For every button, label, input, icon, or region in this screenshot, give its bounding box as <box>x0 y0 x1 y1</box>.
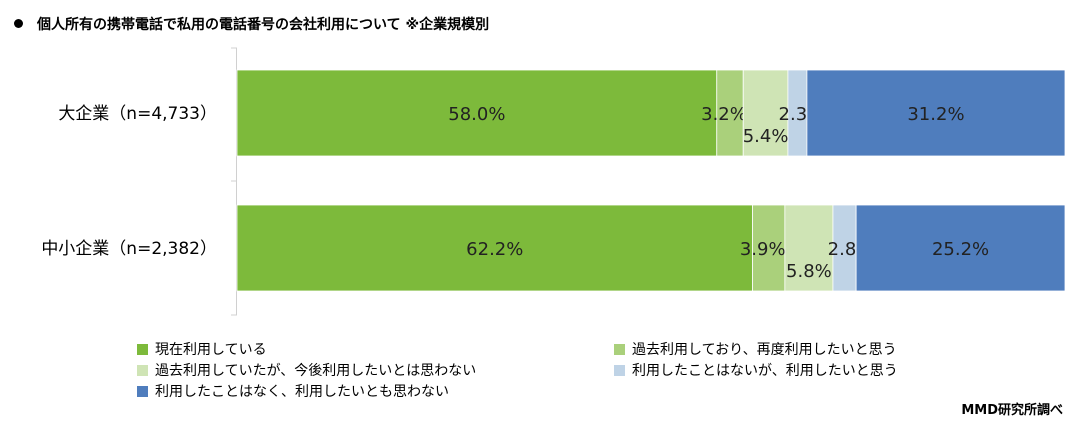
chart-title: 個人所有の携帯電話で私用の電話番号の会社利用について ※企業規模別 <box>14 14 489 34</box>
data-label: 31.2% <box>907 104 964 125</box>
legend-swatch <box>137 343 148 355</box>
legend-swatch <box>614 364 625 376</box>
chart-title-text: 個人所有の携帯電話で私用の電話番号の会社利用について ※企業規模別 <box>37 17 490 33</box>
legend-item: 利用したことはないが、利用したいと思う <box>614 360 898 380</box>
legend-item: 利用したことはなく、利用したいとも思わない <box>137 381 449 401</box>
data-label: 5.4% <box>743 126 789 147</box>
category-label-0: 大企業（n=4,733） <box>58 104 217 124</box>
bullet-icon <box>14 19 23 28</box>
data-label: 3.9% <box>740 239 786 260</box>
legend-label: 過去利用していたが、今後利用したいとは思わない <box>155 363 477 379</box>
legend-label: 利用したことはないが、利用したいと思う <box>632 363 898 379</box>
legend-item: 過去利用していたが、今後利用したいとは思わない <box>137 360 476 380</box>
legend-item: 現在利用している <box>137 339 267 359</box>
category-label-1: 中小企業（n=2,382） <box>41 239 217 259</box>
legend-item: 過去利用しており、再度利用したいと思う <box>614 339 897 359</box>
bar-segment <box>855 204 1066 292</box>
source-note: MMD研究所調べ <box>961 403 1063 418</box>
data-label: 62.2% <box>466 239 523 260</box>
data-label: 58.0% <box>448 104 505 125</box>
bar-segment <box>784 204 834 292</box>
bar-segment <box>716 69 744 157</box>
bar-segment <box>806 69 1066 157</box>
data-label: 5.8% <box>786 261 832 282</box>
data-label: 25.2% <box>932 239 989 260</box>
legend-swatch <box>137 385 148 397</box>
bar-segment <box>742 69 789 157</box>
legend-label: 現在利用している <box>155 342 267 358</box>
data-label: 3.2% <box>701 104 747 125</box>
bar-segment <box>236 204 753 292</box>
legend-swatch <box>137 364 148 376</box>
legend-label: 利用したことはなく、利用したいとも思わない <box>155 384 449 400</box>
legend-swatch <box>614 343 625 355</box>
legend-label: 過去利用しており、再度利用したいと思う <box>632 342 897 358</box>
